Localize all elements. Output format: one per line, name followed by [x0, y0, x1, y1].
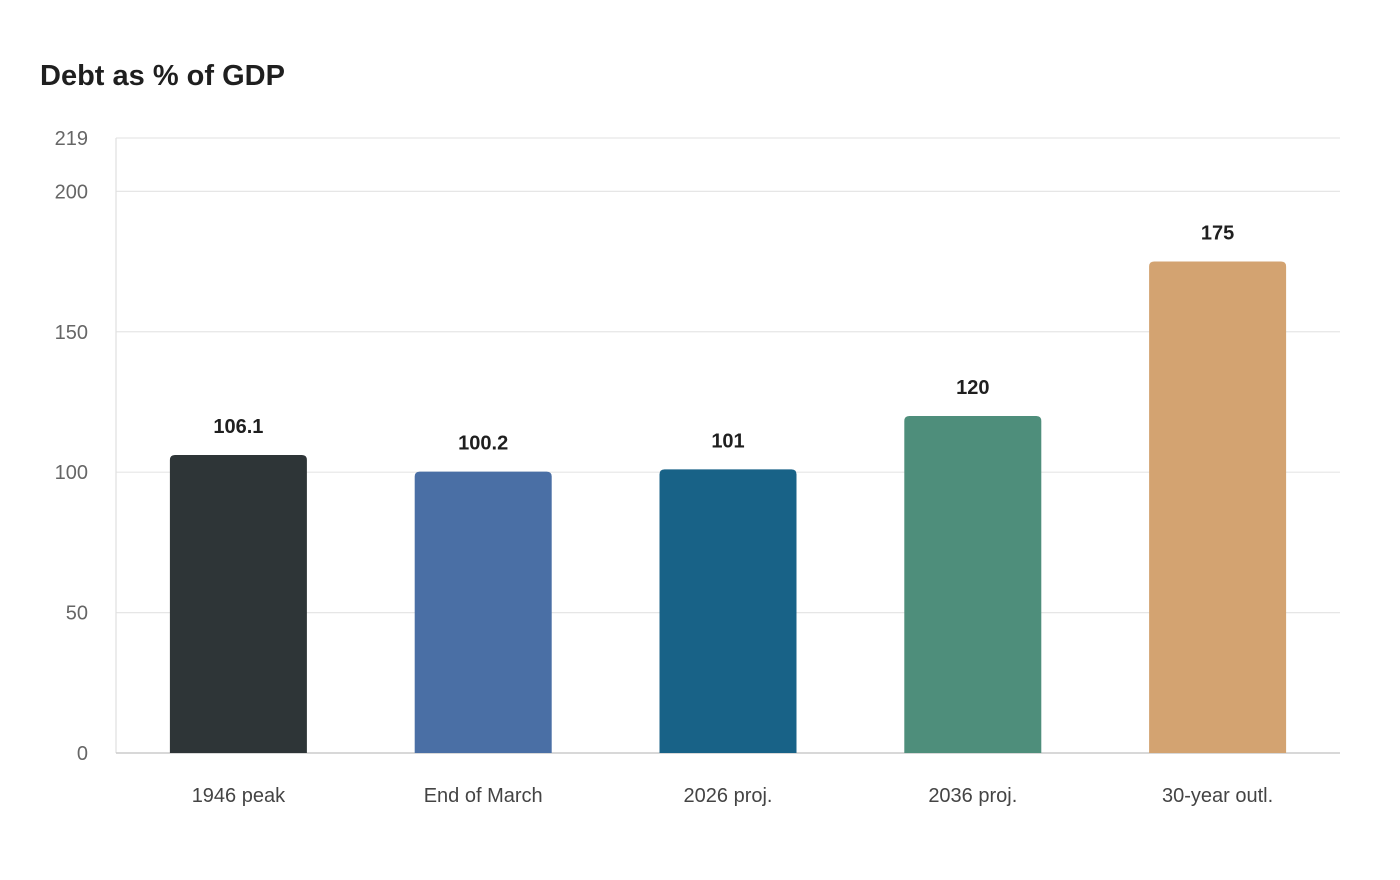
y-tick-label: 100	[55, 462, 88, 484]
bar	[904, 416, 1042, 753]
bar-value-label: 175	[1201, 223, 1234, 245]
bar-value-label: 100.2	[458, 433, 508, 455]
bar-value-label: 106.1	[213, 416, 263, 438]
y-tick-label: 0	[77, 743, 88, 765]
y-tick-label: 50	[66, 603, 88, 625]
x-tick-label: 1946 peak	[192, 785, 286, 807]
y-tick-label: 150	[55, 322, 88, 344]
x-tick-label: 2036 proj.	[928, 785, 1017, 807]
x-tick-label: End of March	[424, 785, 543, 807]
x-tick-label: 2026 proj.	[684, 785, 773, 807]
bar	[169, 455, 307, 753]
bar	[659, 469, 797, 753]
chart-title: Debt as % of GDP	[40, 60, 285, 92]
y-tick-label: 200	[55, 181, 88, 203]
y-tick-label: 219	[55, 128, 88, 150]
bar-value-label: 101	[711, 430, 744, 452]
bar-value-label: 120	[956, 377, 989, 399]
x-tick-label: 30-year outl.	[1162, 785, 1273, 807]
labels: 0 50 100 150 200 219 106.1 1946 peak 100.2 End of…	[55, 128, 1274, 807]
bars	[169, 261, 1287, 753]
bar	[1149, 261, 1287, 753]
bar	[414, 471, 552, 753]
